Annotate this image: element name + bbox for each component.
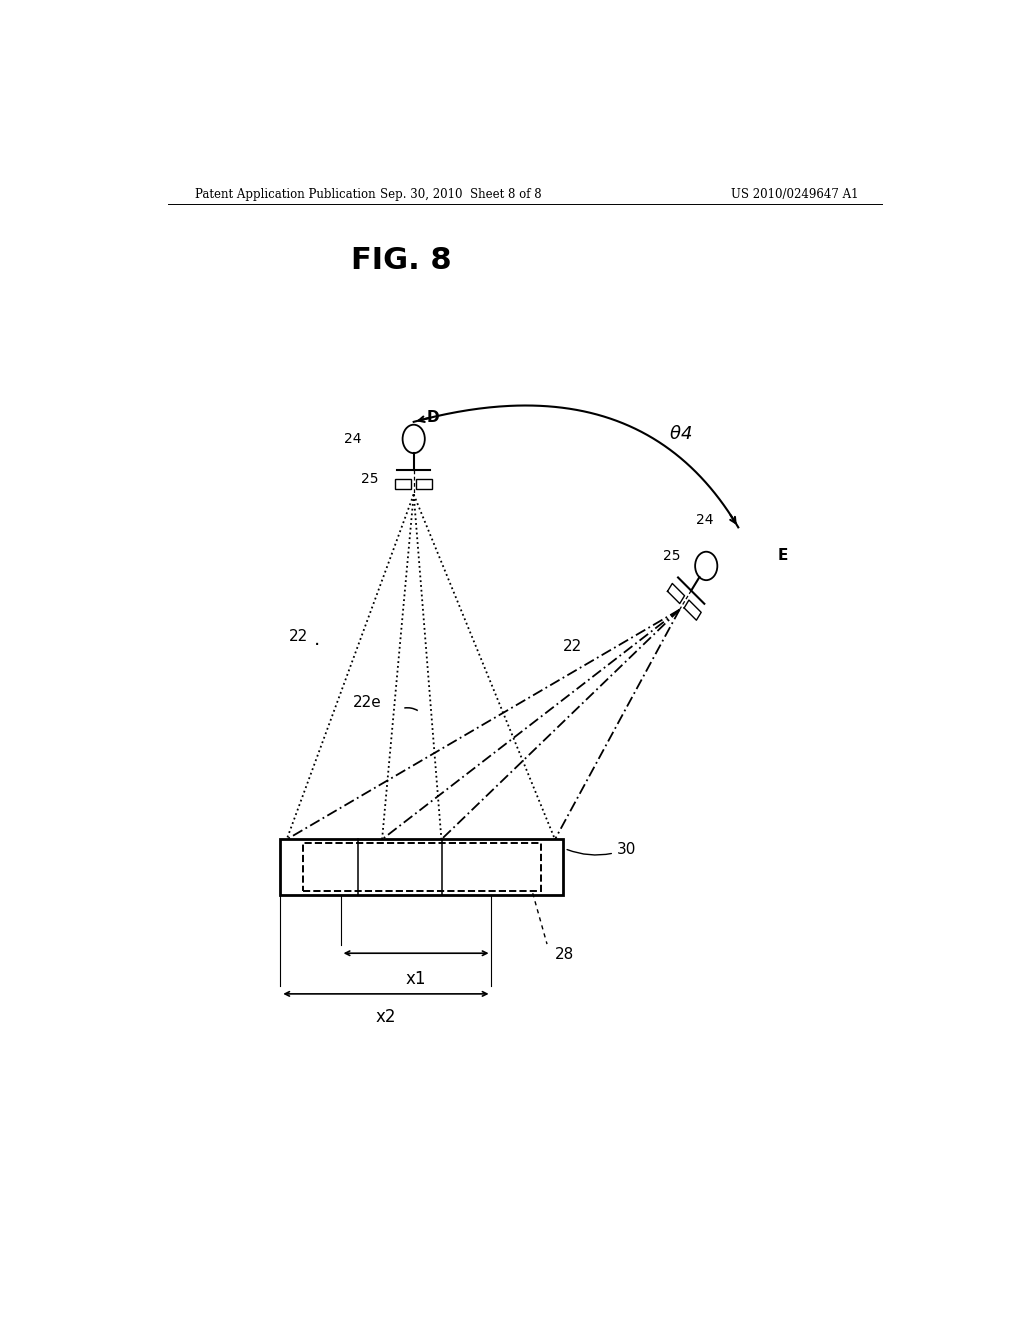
Text: 25: 25 [360, 471, 378, 486]
Text: $\theta$4: $\theta$4 [670, 425, 692, 442]
Bar [395, 479, 411, 490]
Text: x1: x1 [406, 970, 426, 987]
Text: 30: 30 [567, 842, 636, 857]
Text: US 2010/0249647 A1: US 2010/0249647 A1 [730, 189, 858, 202]
Text: 24: 24 [344, 432, 361, 446]
Text: FIG. 8: FIG. 8 [351, 246, 453, 275]
Text: 28: 28 [555, 946, 574, 962]
Text: 24: 24 [696, 513, 714, 527]
Text: Sep. 30, 2010  Sheet 8 of 8: Sep. 30, 2010 Sheet 8 of 8 [381, 189, 542, 202]
Text: D: D [427, 411, 439, 425]
Text: x2: x2 [376, 1008, 396, 1026]
Text: .: . [313, 630, 321, 648]
Text: 22e: 22e [353, 694, 382, 710]
Bar [417, 479, 432, 490]
Text: E: E [777, 548, 787, 564]
Text: Patent Application Publication: Patent Application Publication [196, 189, 376, 202]
Bar [303, 843, 541, 891]
Text: 22: 22 [289, 628, 308, 644]
Text: 25: 25 [663, 549, 680, 562]
Text: 22: 22 [563, 639, 582, 653]
Bar [281, 840, 563, 895]
